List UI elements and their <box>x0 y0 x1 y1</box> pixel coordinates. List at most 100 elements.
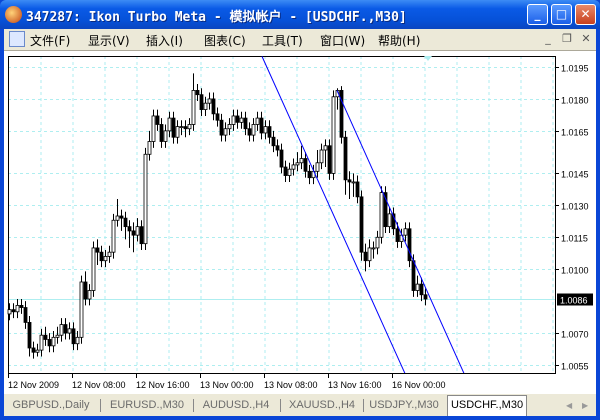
candle <box>307 170 312 179</box>
tab-divider <box>193 399 194 412</box>
candle <box>331 96 336 174</box>
candle <box>403 228 408 236</box>
channel-lines[interactable] <box>261 56 465 375</box>
candle <box>107 251 112 257</box>
candle <box>227 124 232 130</box>
candle <box>327 145 332 174</box>
tab-scroll-right-icon[interactable]: ▶ <box>582 401 589 410</box>
y-tick-label: 1.0070 <box>561 330 589 340</box>
candle <box>355 181 360 198</box>
candle <box>319 149 324 164</box>
candle <box>59 324 64 336</box>
menu-help[interactable]: 帮助(H) <box>378 34 421 48</box>
candle <box>391 213 396 230</box>
y-tick-label: 1.0130 <box>561 202 589 212</box>
candle <box>395 228 400 242</box>
tab-divider <box>100 399 101 412</box>
candle <box>167 117 172 132</box>
candle <box>51 336 56 347</box>
menu-view[interactable]: 显示(V) <box>88 34 130 48</box>
tab-audusd-h4[interactable]: AUDUSD.,H4 <box>202 399 270 411</box>
mdi-restore-button[interactable]: ❐ <box>562 32 572 45</box>
current-price-label: 1.0086 <box>560 296 588 306</box>
candle <box>35 349 40 353</box>
candle <box>219 119 224 136</box>
y-tick-label: 1.0180 <box>561 96 589 106</box>
menu-charts[interactable]: 图表(C) <box>204 34 246 48</box>
mdi-minimize-button[interactable]: _ <box>545 32 551 45</box>
x-tick-label: 13 Nov 00:00 <box>200 380 254 390</box>
channel-line <box>336 90 465 373</box>
menu-insert[interactable]: 插入(I) <box>146 34 183 48</box>
candle <box>371 247 376 250</box>
minimize-button[interactable]: _ <box>527 4 548 25</box>
candle <box>159 124 164 142</box>
tab-scroll-left-icon[interactable]: ◀ <box>566 401 573 410</box>
candle <box>323 145 328 151</box>
tab-divider <box>363 399 364 412</box>
tab-usdjpy-m30[interactable]: USDJPY.,M30 <box>369 399 439 411</box>
candle <box>291 164 296 170</box>
tab-eurusd-m30[interactable]: EURUSD.,M30 <box>110 399 184 411</box>
candle <box>231 115 236 125</box>
candle <box>67 328 72 334</box>
candle <box>131 230 136 236</box>
close-button[interactable]: ✕ <box>575 4 596 25</box>
candle <box>295 162 300 166</box>
candle <box>11 309 16 313</box>
candle <box>127 226 132 232</box>
chart-tabs: GBPUSD.,Daily EURUSD.,M30 AUDUSD.,H4 XAU… <box>4 393 596 416</box>
plot-border <box>8 56 556 374</box>
candle <box>259 117 264 134</box>
candle <box>423 294 428 300</box>
candle <box>275 145 280 151</box>
candle <box>179 126 184 129</box>
y-tick-label: 1.0100 <box>561 266 589 276</box>
candle <box>27 322 32 349</box>
chart-window[interactable]: 1.0195 1.0180 1.0165 1.0145 1.0130 1.0115 1.01… <box>4 50 596 393</box>
candle <box>359 196 364 253</box>
candle <box>39 334 44 351</box>
menu-file[interactable]: 文件(F) <box>30 34 71 48</box>
candle <box>191 90 196 125</box>
candle <box>199 94 204 110</box>
candle <box>111 219 116 253</box>
candle <box>71 328 76 345</box>
candle <box>255 117 260 125</box>
y-tick-label: 1.0145 <box>561 170 589 180</box>
candle <box>195 90 200 96</box>
mdi-close-button[interactable]: ✕ <box>581 32 591 45</box>
candle <box>235 115 240 123</box>
tab-xauusd-h4[interactable]: XAUUSD.,H4 <box>288 399 356 411</box>
tab-gbpusd-daily[interactable]: GBPUSD.,Daily <box>12 399 90 411</box>
candle <box>363 251 368 262</box>
candle <box>411 260 416 291</box>
app-icon <box>5 6 22 23</box>
candle <box>351 181 356 184</box>
maximize-button[interactable]: □ <box>551 4 572 25</box>
menu-window[interactable]: 窗口(W) <box>320 34 366 48</box>
candle <box>95 247 100 253</box>
candle <box>251 124 256 136</box>
price-chart[interactable]: 1.0195 1.0180 1.0165 1.0145 1.0130 1.0115 1.01… <box>0 1 600 396</box>
candle <box>151 115 156 142</box>
candle <box>135 226 140 236</box>
candle <box>91 247 96 291</box>
candle <box>99 251 104 262</box>
chart-document-icon[interactable] <box>9 31 25 47</box>
menu-bar: 文件(F) 显示(V) 插入(I) 图表(C) 工具(T) 窗口(W) 帮助(H… <box>4 29 596 50</box>
menu-tools[interactable]: 工具(T) <box>262 34 303 48</box>
candle <box>383 192 388 228</box>
candle <box>147 141 152 155</box>
candle <box>175 126 180 138</box>
candle <box>87 290 92 300</box>
channel-line <box>261 56 406 373</box>
candle <box>283 166 288 176</box>
candle <box>163 130 168 142</box>
candle <box>183 126 188 130</box>
tab-usdchf-m30[interactable]: USDCHF.,M30 <box>447 395 527 416</box>
candle <box>83 281 88 300</box>
candle <box>43 334 48 340</box>
axes: 1.0195 1.0180 1.0165 1.0145 1.0130 1.0115 1.01… <box>8 56 593 390</box>
candle <box>267 126 272 138</box>
